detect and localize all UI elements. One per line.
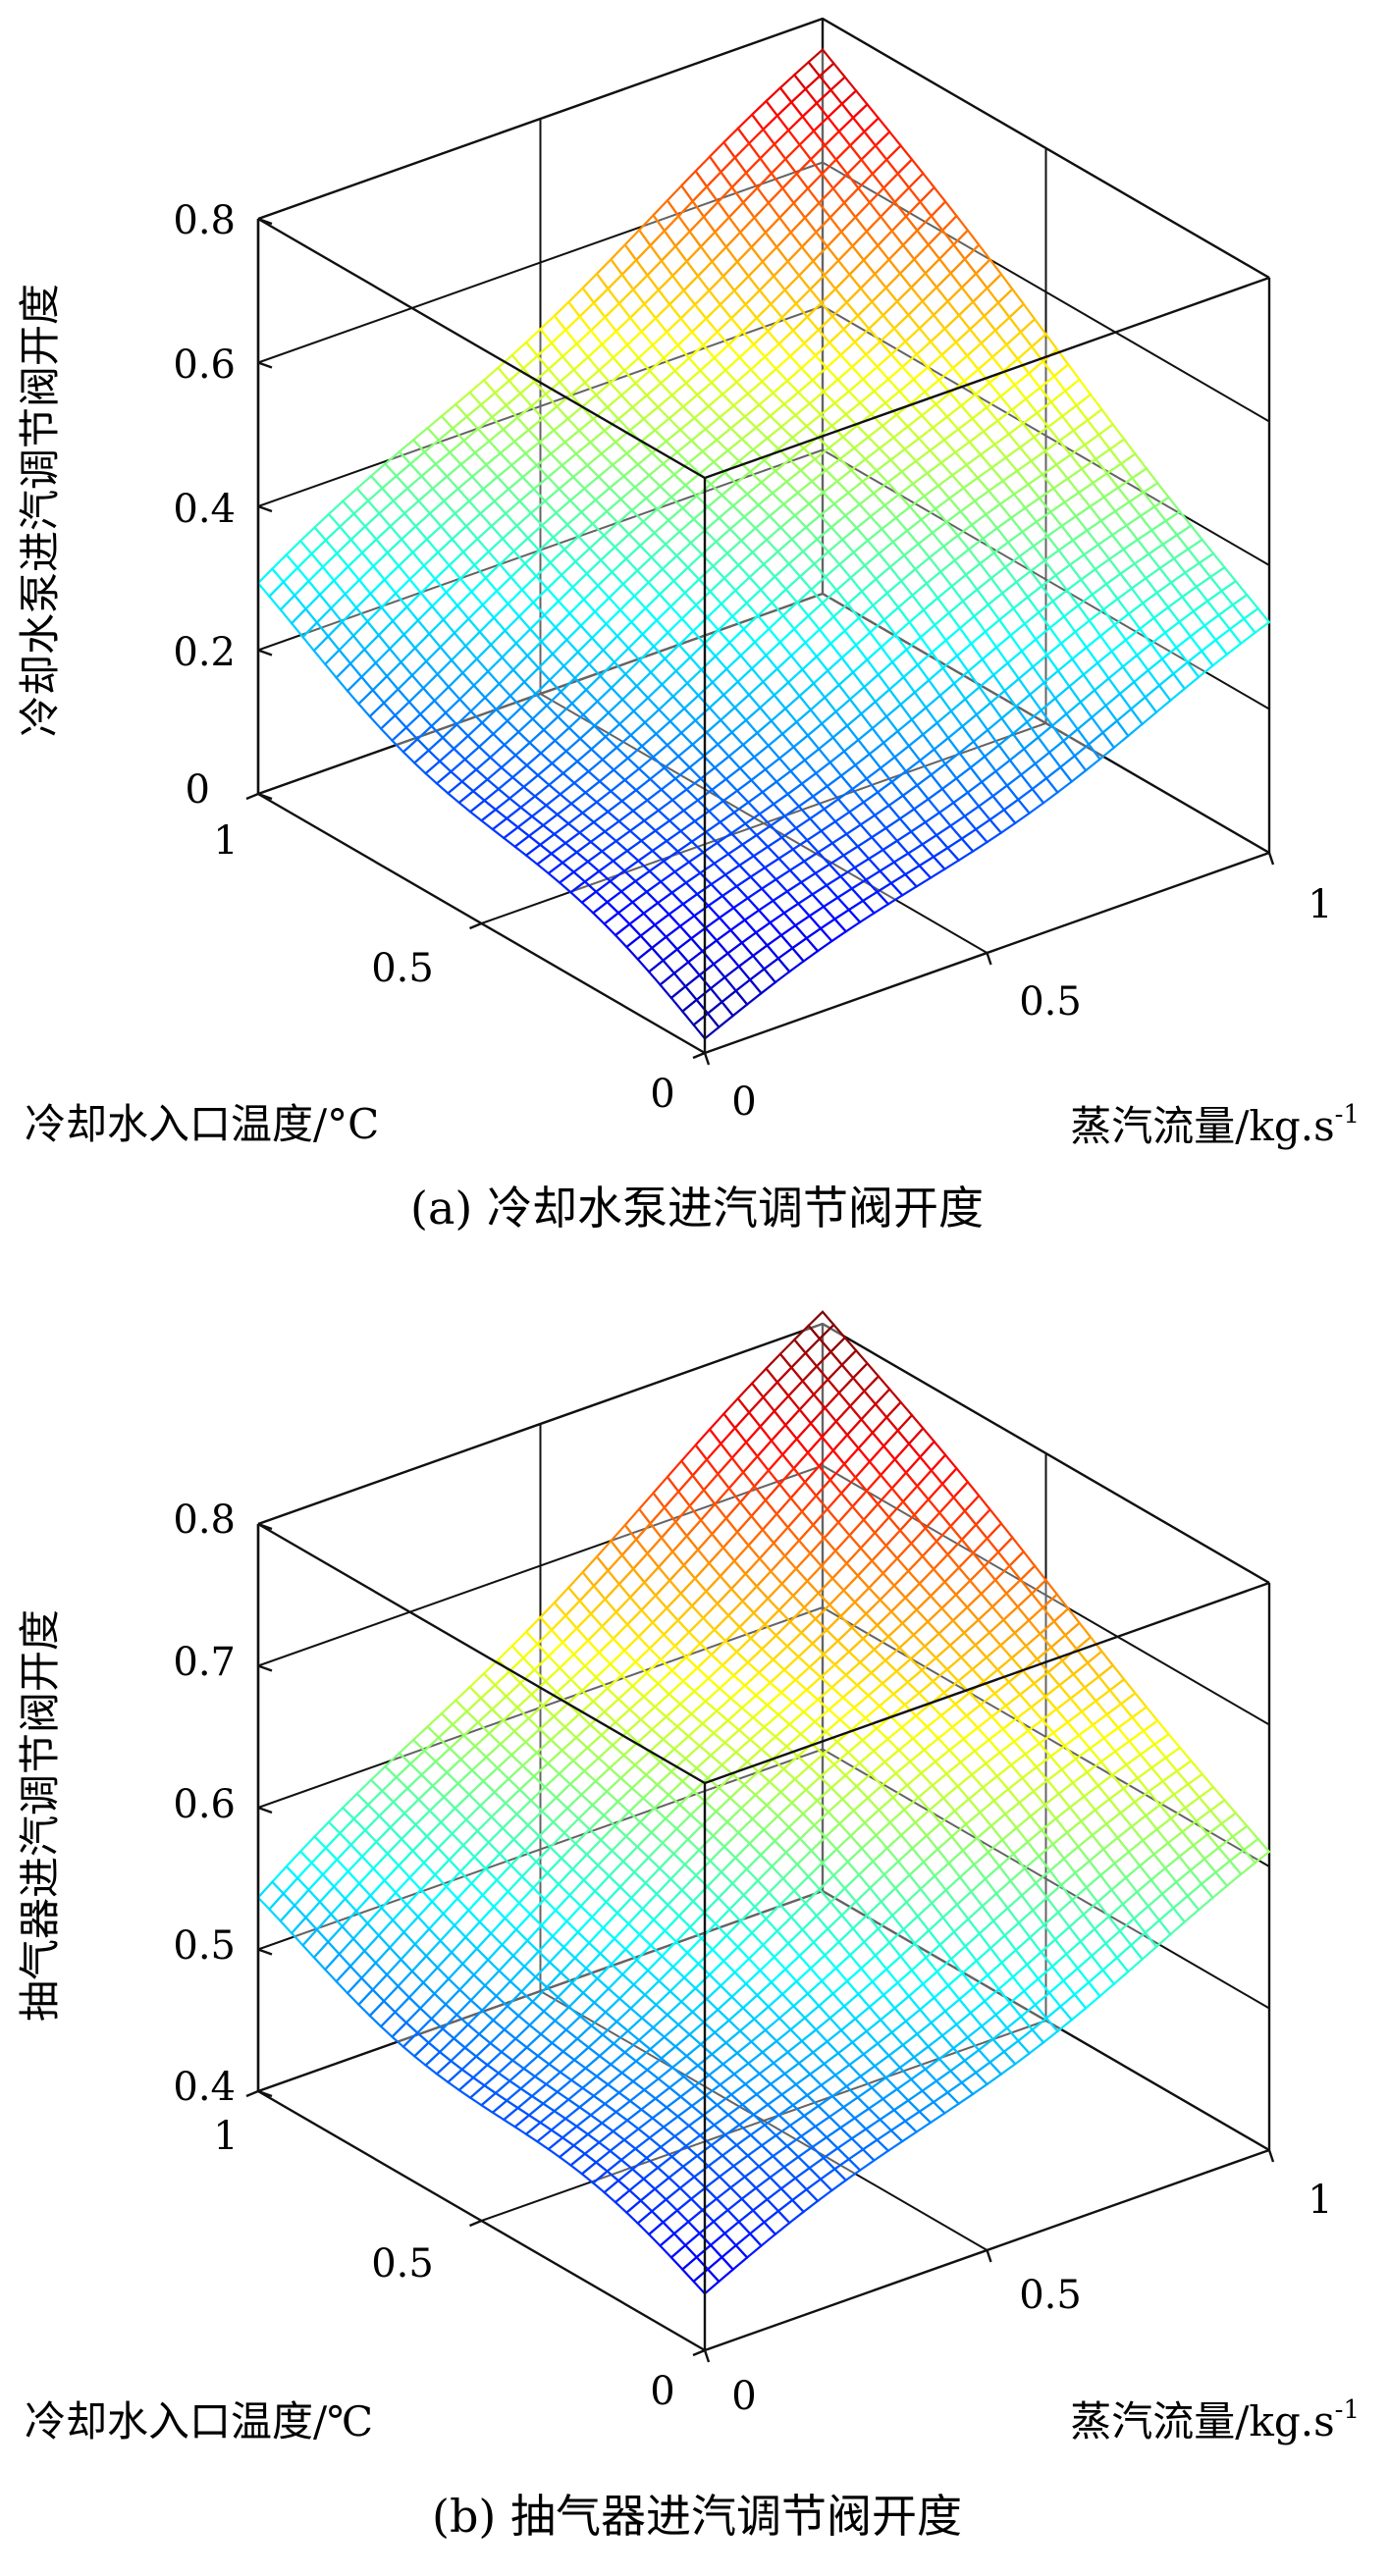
surface-mesh (256, 47, 1271, 1040)
y-tick-label: 0.5 (1019, 979, 1082, 1025)
z-tick-mark (257, 649, 273, 657)
grid-line (481, 2020, 1046, 2222)
y-axis-label-text: 蒸汽流量/kg.s (1070, 2397, 1334, 2445)
y-tick-label: 0 (731, 1079, 756, 1125)
axis-box-edge (257, 1522, 706, 1785)
z-tick-label: 0.8 (173, 198, 236, 243)
z-tick-mark (257, 1948, 273, 1956)
x-axis-label: 冷却水入口温度/°C (25, 1100, 379, 1148)
y-tick-mark (1267, 852, 1275, 866)
axes-box-front (256, 1522, 1270, 2352)
grid-line (257, 304, 1270, 566)
x-tick-mark (245, 2089, 259, 2098)
grid-lines (257, 17, 1270, 954)
tick-marks (245, 1522, 1275, 2363)
y-tick-label: 0.5 (1019, 2273, 1082, 2318)
surface-cell (692, 1012, 721, 1040)
x-tick-mark (692, 1051, 706, 1060)
z-tick-mark (257, 504, 273, 513)
z-tick-mark (257, 1664, 273, 1672)
x-tick-mark (692, 2348, 706, 2357)
y-tick-mark (703, 1052, 711, 1066)
z-tick-mark (257, 1806, 273, 1814)
z-axis-label: 冷却水泵进汽调节阀开度 (16, 284, 64, 737)
z-tick-label: 0 (186, 767, 210, 813)
y-axis-label-text: 蒸汽流量/kg.s (1070, 1102, 1334, 1150)
surface-plot-a: 0.8 0.6 0.4 0.2 0 1 0.5 0 0 0.5 1 冷却水泵进汽… (16, 17, 1360, 1235)
surface-plot-b: 0.8 0.7 0.6 0.5 0.4 1 0.5 0 0 0.5 1 抽气器进… (16, 1310, 1360, 2543)
grid-line (257, 17, 1270, 279)
grid-line (257, 1748, 1270, 2010)
x-tick-label: 0 (650, 1072, 674, 1117)
x-tick-label: 0 (650, 2369, 674, 2414)
y-tick-label: 1 (1308, 2178, 1332, 2223)
x-tick-label: 1 (213, 818, 238, 864)
z-tick-mark (257, 1522, 273, 1531)
z-tick-label: 0.6 (173, 1782, 236, 1827)
y-tick-mark (986, 952, 992, 966)
x-tick-mark (469, 2219, 482, 2228)
grid-line (257, 592, 1270, 854)
z-tick-mark (257, 2089, 273, 2098)
y-tick-mark (703, 2349, 711, 2363)
y-axis-label-exponent: -1 (1335, 2395, 1360, 2425)
axis-box-edge (704, 276, 1270, 480)
z-tick-mark (257, 361, 273, 369)
y-axis-label: 蒸汽流量/kg.s-1 (1070, 2395, 1360, 2445)
z-axis-label: 抽气器进汽调节阀开度 (16, 1609, 64, 2022)
z-tick-label: 0.5 (173, 1923, 236, 1969)
x-tick-mark (469, 921, 482, 930)
z-tick-label: 0.2 (173, 630, 236, 675)
y-axis-label: 蒸汽流量/kg.s-1 (1070, 1100, 1360, 1150)
x-tick-label: 0.5 (371, 2241, 434, 2287)
y-tick-mark (986, 2249, 992, 2263)
x-tick-label: 0.5 (371, 946, 434, 991)
y-tick-mark (1267, 2149, 1275, 2163)
grid-line (257, 448, 1270, 710)
grid-line (257, 1464, 1270, 1726)
grid-line (257, 1322, 1270, 1584)
x-tick-label: 1 (213, 2114, 238, 2159)
panel-caption: (a) 冷却水泵进汽调节阀开度 (410, 1182, 984, 1235)
y-tick-label: 0 (731, 2374, 756, 2419)
tick-marks (245, 217, 1275, 1066)
z-tick-label: 0.4 (173, 487, 236, 532)
surface-mesh (256, 1310, 1271, 2295)
z-tick-mark (257, 792, 273, 801)
x-tick-mark (245, 792, 259, 801)
grid-line (257, 1605, 1270, 1867)
panel-caption: (b) 抽气器进汽调节阀开度 (432, 2490, 962, 2543)
z-tick-label: 0.7 (173, 1640, 236, 1685)
z-tick-label: 0.6 (173, 342, 236, 388)
axis-box-edge (257, 217, 706, 480)
surface-cell (692, 2267, 721, 2295)
axis-box-edge (704, 1581, 1270, 1785)
y-tick-label: 1 (1308, 882, 1332, 927)
grid-lines (257, 1322, 1270, 2251)
z-tick-mark (257, 217, 273, 226)
grid-line (257, 161, 1270, 423)
z-tick-label: 0.8 (173, 1498, 236, 1543)
y-axis-label-exponent: -1 (1335, 1100, 1360, 1130)
x-axis-label: 冷却水入口温度/℃ (25, 2397, 373, 2445)
z-tick-label: 0.4 (173, 2065, 236, 2110)
